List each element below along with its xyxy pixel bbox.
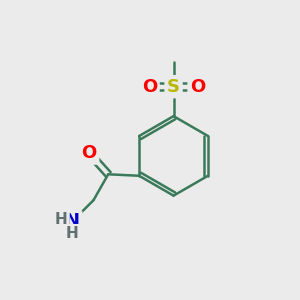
Text: O: O [142, 78, 157, 96]
Text: O: O [82, 144, 97, 162]
Text: H: H [66, 226, 79, 241]
Text: N: N [65, 212, 80, 230]
Text: O: O [190, 78, 205, 96]
Text: S: S [167, 78, 180, 96]
Text: H: H [55, 212, 68, 227]
